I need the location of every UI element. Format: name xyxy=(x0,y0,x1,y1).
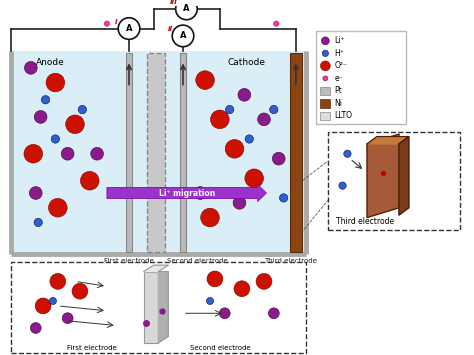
Polygon shape xyxy=(367,137,409,144)
Text: II: II xyxy=(168,26,173,32)
Circle shape xyxy=(91,147,103,160)
Circle shape xyxy=(256,273,272,289)
Circle shape xyxy=(273,152,285,165)
Circle shape xyxy=(320,61,330,71)
Circle shape xyxy=(118,18,140,39)
Text: First electrode: First electrode xyxy=(104,258,154,264)
Text: e⁻: e⁻ xyxy=(334,74,343,83)
Circle shape xyxy=(66,115,84,133)
Bar xyxy=(180,53,186,252)
Circle shape xyxy=(81,171,99,190)
Circle shape xyxy=(34,218,42,226)
Circle shape xyxy=(210,110,229,129)
FancyArrow shape xyxy=(107,184,266,202)
Circle shape xyxy=(41,95,50,104)
Circle shape xyxy=(323,76,328,81)
Circle shape xyxy=(29,187,42,200)
Circle shape xyxy=(194,187,207,200)
Bar xyxy=(144,272,158,343)
Text: Pt: Pt xyxy=(334,86,342,95)
Circle shape xyxy=(48,198,67,217)
Bar xyxy=(320,87,330,95)
Circle shape xyxy=(78,105,87,114)
Circle shape xyxy=(172,25,194,47)
Circle shape xyxy=(344,150,351,157)
Text: LLTO: LLTO xyxy=(334,111,352,120)
Bar xyxy=(290,53,302,252)
Circle shape xyxy=(270,105,278,114)
Text: Second electrode: Second electrode xyxy=(190,345,250,351)
Polygon shape xyxy=(144,265,168,272)
Bar xyxy=(11,262,306,353)
Text: Third electrode: Third electrode xyxy=(264,258,318,264)
Circle shape xyxy=(273,21,279,26)
Circle shape xyxy=(46,73,64,92)
Circle shape xyxy=(62,313,73,324)
Circle shape xyxy=(104,21,109,26)
Polygon shape xyxy=(158,272,168,343)
Circle shape xyxy=(207,271,223,287)
Polygon shape xyxy=(399,137,409,215)
Text: Li⁺ migration: Li⁺ migration xyxy=(159,189,215,197)
Circle shape xyxy=(176,0,197,20)
Circle shape xyxy=(50,273,66,289)
Circle shape xyxy=(226,105,234,114)
Circle shape xyxy=(238,88,251,101)
Bar xyxy=(328,132,460,230)
Text: Anode: Anode xyxy=(36,59,65,67)
Circle shape xyxy=(268,308,279,319)
Bar xyxy=(320,112,330,120)
Circle shape xyxy=(61,147,74,160)
Text: A: A xyxy=(180,32,186,40)
Circle shape xyxy=(339,182,346,189)
FancyBboxPatch shape xyxy=(11,51,306,255)
Text: III: III xyxy=(170,0,178,5)
Text: Second electrode: Second electrode xyxy=(167,258,228,264)
Circle shape xyxy=(257,113,270,126)
Text: Cathode: Cathode xyxy=(228,59,266,67)
Polygon shape xyxy=(367,134,399,218)
Circle shape xyxy=(245,169,264,187)
Circle shape xyxy=(219,308,230,319)
Circle shape xyxy=(321,37,329,45)
Bar xyxy=(316,31,406,124)
Text: H⁺: H⁺ xyxy=(334,49,344,58)
Circle shape xyxy=(201,208,219,227)
Circle shape xyxy=(72,283,88,299)
Circle shape xyxy=(322,50,328,56)
Circle shape xyxy=(196,71,214,89)
Circle shape xyxy=(234,281,250,297)
Text: Li⁺: Li⁺ xyxy=(334,36,345,45)
Bar xyxy=(126,53,132,252)
Text: A: A xyxy=(126,24,132,33)
Text: Third electrode: Third electrode xyxy=(336,217,394,226)
Circle shape xyxy=(35,298,51,314)
Circle shape xyxy=(245,135,254,143)
Circle shape xyxy=(24,144,43,163)
Bar xyxy=(320,99,330,108)
Circle shape xyxy=(225,140,244,158)
Text: O²⁻: O²⁻ xyxy=(334,61,347,70)
Text: I: I xyxy=(115,19,118,25)
Circle shape xyxy=(280,194,288,202)
Circle shape xyxy=(51,135,60,143)
Circle shape xyxy=(34,110,47,123)
Circle shape xyxy=(25,61,37,74)
Circle shape xyxy=(207,297,214,305)
Text: A: A xyxy=(183,4,190,13)
Circle shape xyxy=(49,297,56,305)
Text: First electrode: First electrode xyxy=(67,345,117,351)
Circle shape xyxy=(30,323,41,333)
Circle shape xyxy=(233,196,246,209)
Bar xyxy=(147,53,165,252)
Text: Ni: Ni xyxy=(334,99,342,108)
